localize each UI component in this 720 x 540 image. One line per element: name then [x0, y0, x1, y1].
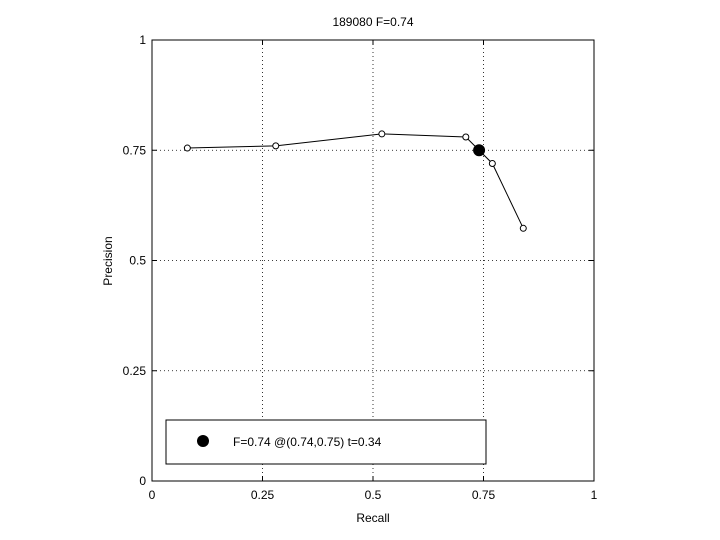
y-tick-label: 0.25: [123, 364, 147, 378]
y-tick-label: 0: [139, 474, 146, 488]
data-point: [519, 224, 527, 232]
data-point: [183, 144, 191, 152]
y-axis-label: Precision: [101, 236, 115, 285]
series-layer: [183, 130, 527, 232]
x-tick-label: 0.5: [365, 488, 382, 502]
grid: [152, 40, 594, 481]
chart-title: 189080 F=0.74: [332, 15, 413, 29]
x-tick-label: 0.25: [251, 488, 275, 502]
y-tick-label: 0.5: [129, 254, 146, 268]
data-point: [488, 159, 496, 167]
x-tick-label: 0: [149, 488, 156, 502]
x-tick-label: 1: [591, 488, 598, 502]
data-point: [272, 142, 280, 150]
data-point: [462, 133, 470, 141]
legend-entry-label: F=0.74 @(0.74,0.75) t=0.34: [233, 435, 382, 449]
legend-box: [165, 419, 487, 465]
y-tick-label: 1: [139, 33, 146, 47]
series-line: [187, 133, 524, 229]
axis-ticks: 0 0.25 0.5 0.75 1 0 0.25 0.5 0.75 1: [123, 33, 598, 502]
x-tick-label: 0.75: [472, 488, 496, 502]
x-axis-label: Recall: [356, 511, 389, 525]
y-tick-label: 0.75: [123, 143, 147, 157]
legend-marker-icon: [197, 435, 209, 447]
legend: F=0.74 @(0.74,0.75) t=0.34: [165, 419, 487, 465]
best-f-point: [473, 144, 486, 157]
data-point: [378, 130, 386, 138]
